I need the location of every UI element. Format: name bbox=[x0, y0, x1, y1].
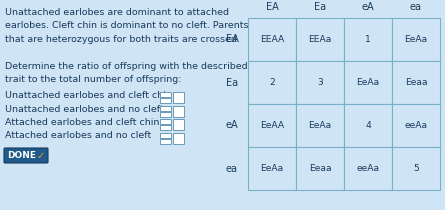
Bar bbox=[344, 61, 392, 104]
Text: EEAA: EEAA bbox=[260, 35, 284, 44]
Bar bbox=[296, 61, 344, 104]
Text: 5: 5 bbox=[413, 164, 419, 173]
Bar bbox=[296, 18, 344, 61]
Bar bbox=[392, 61, 440, 104]
Bar bbox=[173, 133, 184, 143]
Text: 1: 1 bbox=[365, 35, 371, 44]
Bar bbox=[344, 147, 392, 190]
Bar bbox=[296, 147, 344, 190]
Text: eA: eA bbox=[362, 2, 374, 12]
Text: trait to the total number of offspring:: trait to the total number of offspring: bbox=[5, 76, 182, 84]
Text: eeAa: eeAa bbox=[356, 164, 380, 173]
Bar bbox=[248, 61, 296, 104]
Text: EeAa: EeAa bbox=[405, 35, 428, 44]
Text: Attached earlobes and no cleft: Attached earlobes and no cleft bbox=[5, 131, 151, 140]
Bar bbox=[392, 18, 440, 61]
Bar bbox=[344, 18, 392, 61]
Text: earlobes. Cleft chin is dominant to no cleft. Parents: earlobes. Cleft chin is dominant to no c… bbox=[5, 21, 248, 30]
Text: 2: 2 bbox=[269, 78, 275, 87]
Text: 3: 3 bbox=[317, 78, 323, 87]
Text: eeAa: eeAa bbox=[405, 121, 428, 130]
Text: Eeaa: Eeaa bbox=[309, 164, 332, 173]
Text: EA: EA bbox=[226, 34, 239, 45]
Text: EeAa: EeAa bbox=[260, 164, 283, 173]
Bar bbox=[296, 104, 344, 147]
Text: Ea: Ea bbox=[314, 2, 326, 12]
Text: EA: EA bbox=[266, 2, 279, 12]
Text: that are heterozygous for both traits are crossed.: that are heterozygous for both traits ar… bbox=[5, 35, 240, 44]
FancyBboxPatch shape bbox=[4, 148, 48, 163]
Bar bbox=[173, 119, 184, 130]
Text: ea: ea bbox=[410, 2, 422, 12]
Text: Determine the ratio of offspring with the described: Determine the ratio of offspring with th… bbox=[5, 62, 247, 71]
Text: Ea: Ea bbox=[226, 77, 238, 88]
Bar bbox=[392, 147, 440, 190]
Text: Unattached earlobes and no cleft: Unattached earlobes and no cleft bbox=[5, 105, 164, 113]
Bar bbox=[248, 104, 296, 147]
Bar bbox=[173, 92, 184, 103]
Text: 4: 4 bbox=[365, 121, 371, 130]
Bar bbox=[160, 119, 171, 124]
Text: DONE: DONE bbox=[8, 151, 36, 160]
Bar bbox=[160, 105, 171, 110]
Text: EeAa: EeAa bbox=[308, 121, 332, 130]
Bar bbox=[160, 98, 171, 103]
Bar bbox=[160, 125, 171, 130]
Text: ea: ea bbox=[226, 164, 238, 173]
Text: EeAA: EeAA bbox=[260, 121, 284, 130]
Text: ✓: ✓ bbox=[37, 151, 45, 160]
Text: Unattached earlobes and cleft chin: Unattached earlobes and cleft chin bbox=[5, 91, 172, 100]
Text: EeAa: EeAa bbox=[356, 78, 380, 87]
Text: Eeaa: Eeaa bbox=[405, 78, 427, 87]
Bar bbox=[392, 104, 440, 147]
Bar bbox=[173, 105, 184, 117]
Bar bbox=[344, 104, 392, 147]
Bar bbox=[160, 133, 171, 138]
Text: EEAa: EEAa bbox=[308, 35, 332, 44]
Text: Attached earlobes and cleft chin: Attached earlobes and cleft chin bbox=[5, 118, 159, 127]
Bar bbox=[160, 112, 171, 117]
Bar bbox=[248, 147, 296, 190]
Bar bbox=[160, 92, 171, 97]
Bar bbox=[248, 18, 296, 61]
Text: eA: eA bbox=[226, 121, 239, 130]
Text: Unattached earlobes are dominant to attached: Unattached earlobes are dominant to atta… bbox=[5, 8, 229, 17]
Bar bbox=[160, 139, 171, 143]
